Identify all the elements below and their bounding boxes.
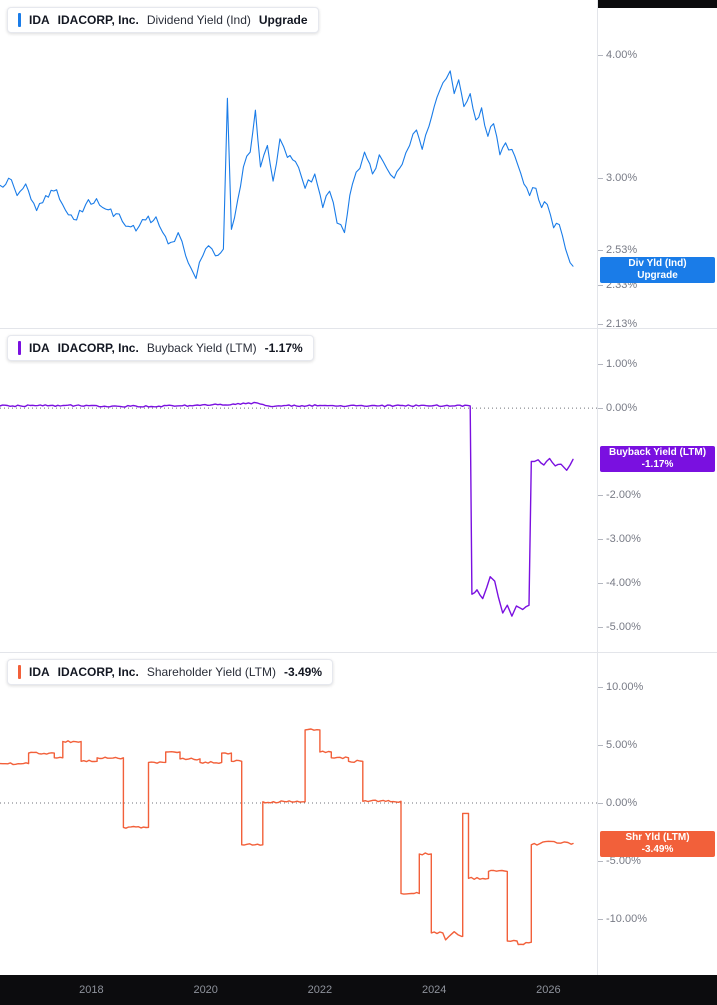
upgrade-link[interactable]: Upgrade: [258, 13, 308, 27]
series-line: [0, 70, 574, 280]
series-line: [0, 728, 574, 946]
y-axis-label: 1.00%: [598, 358, 637, 370]
legend-buyback-yield[interactable]: IDA IDACORP, Inc. Buyback Yield (LTM) -1…: [7, 335, 314, 361]
x-axis-label: 2018: [79, 984, 104, 996]
indicator-name: Dividend Yield (Ind): [146, 13, 251, 27]
axis-tick-mark: [598, 285, 603, 287]
panel-shareholder-yield: IDA IDACORP, Inc. Shareholder Yield (LTM…: [0, 652, 597, 975]
y-axis-label: -4.00%: [598, 577, 641, 589]
y-axis-label: -5.00%: [598, 855, 641, 867]
y-axis-label: 5.00%: [598, 739, 637, 751]
x-axis-label: 2026: [536, 984, 561, 996]
axis-tick-mark: [598, 363, 603, 365]
buyback-yield-chart[interactable]: [0, 328, 597, 652]
indicator-value: -3.49%: [283, 665, 323, 679]
price-axis[interactable]: 4.00% 3.00% 2.53% 2.33% 2.13% Div Yld (Ind) Up…: [598, 0, 717, 975]
axis-tick-mark: [598, 582, 603, 584]
axis-tick-mark: [598, 686, 603, 688]
y-axis-label: -2.00%: [598, 490, 641, 501]
price-axis-border: [597, 0, 598, 975]
axis-tick-mark: [598, 250, 603, 252]
y-axis-label: 3.00%: [598, 172, 637, 184]
y-axis-label: 2.53%: [598, 245, 637, 256]
series-color-bar: [18, 341, 21, 355]
y-axis-label: 2.13%: [598, 318, 637, 330]
x-axis-label: 2022: [307, 984, 333, 996]
axis-tick-mark: [598, 177, 603, 179]
indicator-value: -1.17%: [264, 341, 303, 355]
y-axis-label: 2.33%: [598, 280, 637, 291]
axis-top-corner: [598, 0, 717, 8]
axis-tick-mark: [598, 539, 603, 540]
panel-separator[interactable]: [0, 652, 717, 653]
legend-dividend-yield[interactable]: IDA IDACORP, Inc. Dividend Yield (Ind) U…: [7, 7, 319, 33]
axis-tick-mark: [598, 626, 603, 628]
ticker-symbol: IDA: [29, 665, 50, 679]
ticker-symbol: IDA: [29, 13, 50, 27]
panel-buyback-yield: IDA IDACORP, Inc. Buyback Yield (LTM) -1…: [0, 328, 597, 652]
y-axis-label: -3.00%: [598, 534, 641, 545]
price-badge: Buyback Yield (LTM) -1.17%: [600, 446, 715, 473]
time-axis[interactable]: 2018 2020 2022 2024 2026: [0, 975, 717, 1005]
indicator-name: Buyback Yield (LTM): [146, 341, 257, 355]
legend-shareholder-yield[interactable]: IDA IDACORP, Inc. Shareholder Yield (LTM…: [7, 659, 334, 685]
axis-tick-mark: [598, 744, 603, 746]
axis-tick-mark: [598, 495, 603, 497]
series-line: [0, 401, 574, 617]
axis-tick-mark: [598, 323, 603, 325]
y-axis-label: 10.00%: [598, 681, 643, 693]
y-axis-label: -10.00%: [598, 913, 647, 925]
y-axis-label: 0.00%: [598, 797, 637, 809]
company-name: IDACORP, Inc.: [57, 341, 139, 355]
series-color-bar: [18, 665, 21, 679]
axis-tick-mark: [598, 802, 603, 804]
price-badge: Div Yld (Ind) Upgrade: [600, 256, 715, 283]
y-axis-label: -5.00%: [598, 621, 641, 633]
axis-tick-mark: [598, 918, 603, 920]
company-name: IDACORP, Inc.: [57, 13, 139, 27]
x-axis-label: 2024: [421, 984, 447, 996]
panel-dividend-yield: IDA IDACORP, Inc. Dividend Yield (Ind) U…: [0, 0, 597, 328]
company-name: IDACORP, Inc.: [57, 665, 139, 679]
panel-separator[interactable]: [0, 328, 717, 329]
axis-tick-mark: [598, 55, 603, 57]
y-axis-label: 4.00%: [598, 50, 637, 61]
y-axis-label: 0.00%: [598, 402, 637, 414]
dividend-yield-chart[interactable]: [0, 0, 597, 328]
ticker-symbol: IDA: [29, 341, 50, 355]
indicator-name: Shareholder Yield (LTM): [146, 665, 276, 679]
axis-tick-mark: [598, 860, 603, 862]
axis-tick-mark: [598, 407, 603, 409]
x-axis-label: 2020: [193, 984, 218, 996]
price-badge: Shr Yld (LTM) -3.49%: [600, 830, 715, 857]
shareholder-yield-chart[interactable]: [0, 652, 597, 975]
series-color-bar: [18, 13, 21, 27]
